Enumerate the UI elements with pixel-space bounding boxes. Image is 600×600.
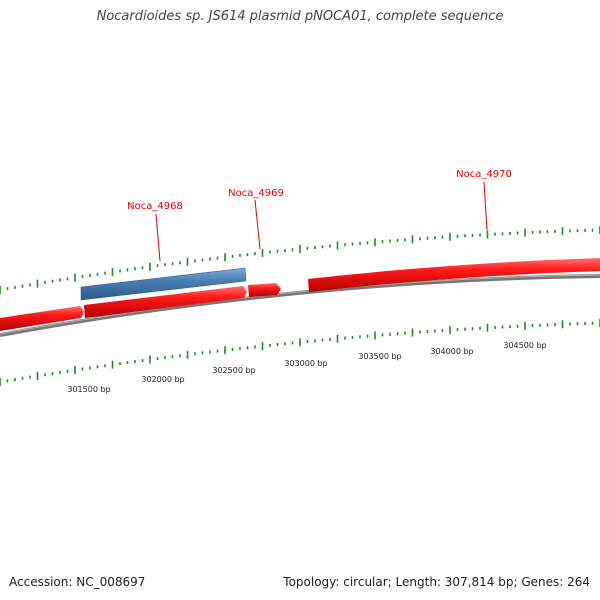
sequence-backbone: [0, 274, 600, 337]
label-line-noca-4968: [155, 213, 161, 262]
outer-tick-ring: [0, 226, 600, 294]
scale-label: 303500 bp: [358, 352, 401, 361]
topology-stats: Topology: circular; Length: 307,814 bp; …: [283, 575, 590, 589]
gene-label-noca-4969: Noca_4969: [228, 188, 284, 199]
scale-label: 302500 bp: [212, 366, 255, 375]
scale-label: 301500 bp: [67, 385, 110, 394]
gene-arrow-noca-4969: [248, 283, 281, 297]
gene-arrow: [0, 306, 84, 331]
scale-label: 304500 bp: [503, 341, 546, 350]
gene-label-noca-4968: Noca_4968: [127, 201, 183, 212]
scale-label: 302000 bp: [141, 375, 184, 384]
map-title: Nocardioides sp. JS614 plasmid pNOCA01, …: [96, 9, 504, 24]
rna-feature: [80, 267, 247, 301]
sequence-backbone-highlight: [0, 274, 600, 335]
accession-label: Accession: NC_008697: [9, 575, 146, 589]
label-line-noca-4970: [483, 181, 488, 231]
gene-label-noca-4970: Noca_4970: [456, 169, 512, 180]
scale-label: 303000 bp: [284, 359, 327, 368]
gene-arrow-noca-4968: [84, 286, 247, 318]
inner-tick-ring: [0, 319, 600, 386]
scale-label: 304000 bp: [430, 347, 473, 356]
label-line-noca-4969: [254, 199, 261, 250]
gene-arrow-noca-4970: [308, 258, 600, 292]
